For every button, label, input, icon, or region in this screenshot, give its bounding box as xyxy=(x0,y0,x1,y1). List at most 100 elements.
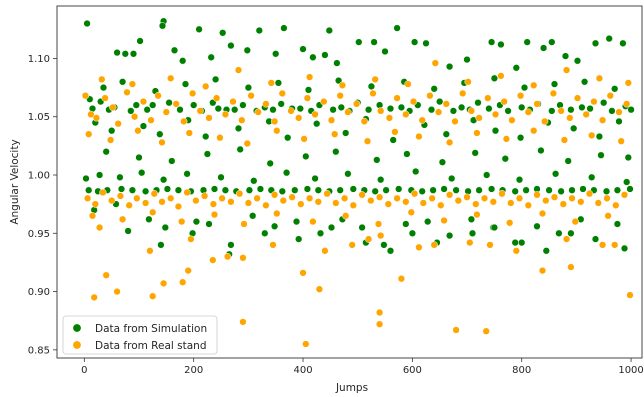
real-stand-point xyxy=(125,201,133,209)
simulation-point xyxy=(217,173,225,181)
simulation-point xyxy=(523,38,531,46)
series-real-stand xyxy=(81,59,634,348)
simulation-point xyxy=(485,104,493,113)
real-stand-point xyxy=(418,116,426,124)
real-stand-point xyxy=(577,198,585,206)
real-stand-point xyxy=(415,132,423,141)
simulation-point xyxy=(183,170,191,178)
real-stand-point xyxy=(235,190,244,198)
simulation-point xyxy=(424,217,432,226)
simulation-point xyxy=(355,38,363,46)
simulation-point xyxy=(302,152,310,161)
simulation-point xyxy=(613,186,622,194)
simulation-point xyxy=(561,52,570,60)
real-stand-point xyxy=(185,129,193,137)
real-stand-point xyxy=(542,196,550,205)
real-stand-point xyxy=(502,135,511,143)
real-stand-point xyxy=(603,194,611,202)
simulation-point xyxy=(255,26,263,35)
simulation-point xyxy=(311,174,319,183)
real-stand-point xyxy=(314,198,322,206)
simulation-point xyxy=(344,170,352,178)
real-stand-point xyxy=(516,92,525,100)
real-stand-point xyxy=(154,92,162,100)
real-stand-point xyxy=(463,193,471,201)
simulation-point xyxy=(516,134,525,142)
real-stand-point xyxy=(218,194,226,202)
real-stand-point xyxy=(150,190,158,198)
real-stand-point xyxy=(473,129,481,137)
real-stand-point xyxy=(134,127,142,135)
y-tick-label: 1.05 xyxy=(28,112,50,123)
simulation-point xyxy=(402,220,410,228)
simulation-point xyxy=(149,101,157,109)
simulation-point xyxy=(249,212,257,220)
real-stand-point xyxy=(311,110,319,119)
real-stand-point xyxy=(342,212,350,220)
simulation-point xyxy=(157,241,165,249)
real-stand-point xyxy=(371,75,379,84)
real-stand-point xyxy=(123,88,131,96)
simulation-point xyxy=(600,99,608,107)
simulation-point xyxy=(518,103,526,112)
simulation-point xyxy=(113,48,121,57)
simulation-point xyxy=(403,150,411,158)
simulation-point xyxy=(143,106,151,114)
real-stand-point xyxy=(573,94,582,102)
real-stand-point xyxy=(538,209,547,218)
real-stand-point xyxy=(533,191,541,199)
simulation-point xyxy=(422,39,430,47)
real-stand-point xyxy=(377,231,385,240)
legend-marker-real-stand xyxy=(72,340,82,350)
real-stand-point xyxy=(472,200,480,208)
real-stand-point xyxy=(254,108,262,116)
real-stand-point xyxy=(623,100,631,108)
real-stand-point xyxy=(451,117,459,126)
real-stand-point xyxy=(101,94,109,102)
simulation-point xyxy=(382,186,390,194)
real-stand-point xyxy=(582,110,590,119)
simulation-point xyxy=(452,186,460,194)
simulation-point xyxy=(464,187,472,195)
simulation-point xyxy=(174,186,183,194)
real-stand-point xyxy=(484,94,492,102)
real-stand-point xyxy=(188,89,197,98)
simulation-point xyxy=(487,185,496,193)
real-stand-point xyxy=(409,97,418,106)
real-stand-point xyxy=(81,92,90,100)
simulation-point xyxy=(333,59,341,67)
real-stand-point xyxy=(594,199,602,207)
simulation-point xyxy=(256,185,265,193)
real-stand-point xyxy=(113,287,121,296)
simulation-point xyxy=(511,187,519,195)
simulation-point xyxy=(314,186,322,194)
simulation-point xyxy=(429,186,437,194)
real-stand-point xyxy=(515,194,524,202)
simulation-point xyxy=(179,57,187,65)
real-stand-point xyxy=(533,100,541,108)
simulation-point xyxy=(555,229,563,237)
simulation-point xyxy=(135,153,143,162)
real-stand-point xyxy=(162,108,170,116)
real-stand-point xyxy=(187,235,195,243)
real-stand-point xyxy=(615,108,623,116)
real-stand-point xyxy=(340,194,349,202)
simulation-point xyxy=(551,170,560,178)
real-stand-point xyxy=(442,100,450,108)
simulation-point xyxy=(377,176,385,184)
real-stand-point xyxy=(253,194,261,202)
real-stand-point xyxy=(205,114,213,122)
real-stand-point xyxy=(375,193,384,201)
real-stand-point xyxy=(489,198,497,206)
y-tick-label: 1.00 xyxy=(28,171,50,182)
simulation-point xyxy=(442,130,450,138)
simulation-point xyxy=(613,220,622,228)
real-stand-point xyxy=(375,320,384,328)
simulation-point xyxy=(327,223,336,232)
real-stand-point xyxy=(116,192,125,200)
simulation-point xyxy=(296,104,304,113)
simulation-point xyxy=(474,99,482,107)
real-stand-point xyxy=(598,116,607,124)
simulation-point xyxy=(580,78,589,86)
